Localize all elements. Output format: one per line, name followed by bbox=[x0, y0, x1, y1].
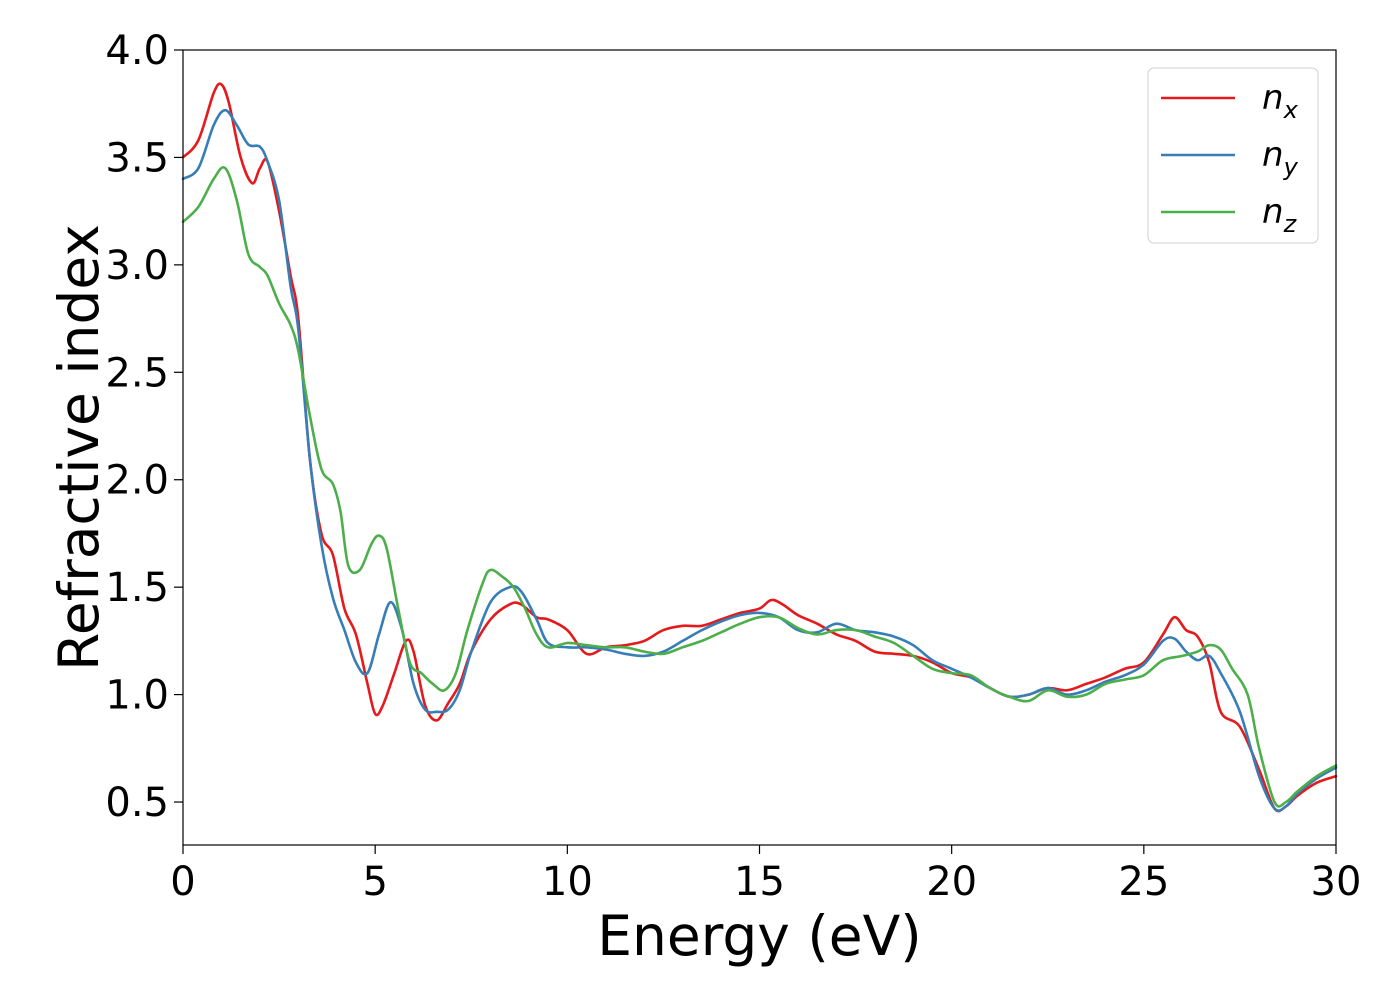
y-tick-label: 1.5 bbox=[105, 565, 169, 611]
y-axis: 0.5 1.0 1.5 2.0 2.5 3.0 3.5 4.0 bbox=[105, 28, 183, 826]
x-tick-label: 30 bbox=[1311, 859, 1362, 905]
x-tick-label: 20 bbox=[926, 859, 977, 905]
y-tick-label: 3.5 bbox=[105, 135, 169, 181]
y-tick-label: 1.0 bbox=[105, 673, 169, 719]
y-tick-label: 4.0 bbox=[105, 28, 169, 74]
x-tick-label: 15 bbox=[734, 859, 785, 905]
x-tick-label: 5 bbox=[362, 859, 387, 905]
legend-label-ny: ny bbox=[1262, 135, 1299, 181]
x-axis-title: Energy (eV) bbox=[597, 904, 921, 968]
x-tick-label: 10 bbox=[542, 859, 593, 905]
x-tick-label: 0 bbox=[170, 859, 195, 905]
y-tick-label: 3.0 bbox=[105, 243, 169, 289]
series-line-ny bbox=[181, 108, 1338, 812]
series-layer bbox=[181, 82, 1338, 813]
x-tick-label: 25 bbox=[1118, 859, 1169, 905]
y-tick-label: 2.5 bbox=[105, 350, 169, 396]
y-tick-label: 2.0 bbox=[105, 458, 169, 504]
series-line-nz bbox=[181, 166, 1338, 808]
y-axis-title: Refractive index bbox=[47, 224, 111, 671]
legend-label-nx: nx bbox=[1262, 78, 1299, 124]
legend: nx ny nz bbox=[1147, 67, 1319, 244]
x-axis: 0 5 10 15 20 25 30 bbox=[170, 845, 1361, 905]
y-tick-label: 0.5 bbox=[105, 780, 169, 826]
legend-label-nz: nz bbox=[1262, 192, 1298, 238]
